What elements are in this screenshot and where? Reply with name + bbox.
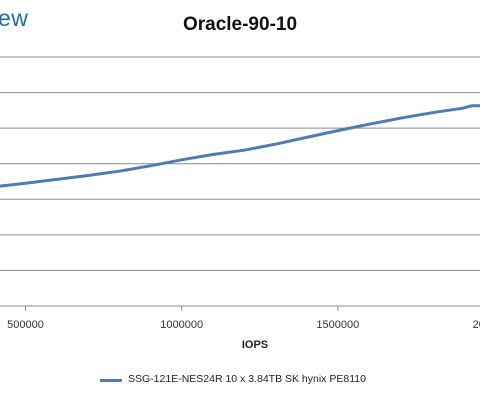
chart-title: Oracle-90-10 [0, 14, 480, 36]
legend-swatch [100, 379, 122, 382]
gridlines [0, 56, 480, 271]
x-axis-label: IOPS [242, 339, 268, 351]
x-tick-labels: 500000 1000000 1500000 2000000 [7, 319, 480, 331]
x-tick-label-2: 1500000 [316, 319, 359, 331]
x-tick-label-1: 1000000 [160, 319, 203, 331]
series-line-0 [0, 104, 480, 188]
chart-title-text: Oracle-90-10 [182, 14, 298, 35]
x-tick-label-3: 2000000 [473, 319, 480, 331]
logo-text: ew [0, 5, 29, 31]
series-group [0, 104, 480, 188]
legend-label: SSG-121E-NES24R 10 x 3.84TB SK hynix PE8… [128, 373, 366, 385]
x-tick-label-0: 500000 [7, 319, 44, 331]
x-axis [0, 305, 480, 311]
